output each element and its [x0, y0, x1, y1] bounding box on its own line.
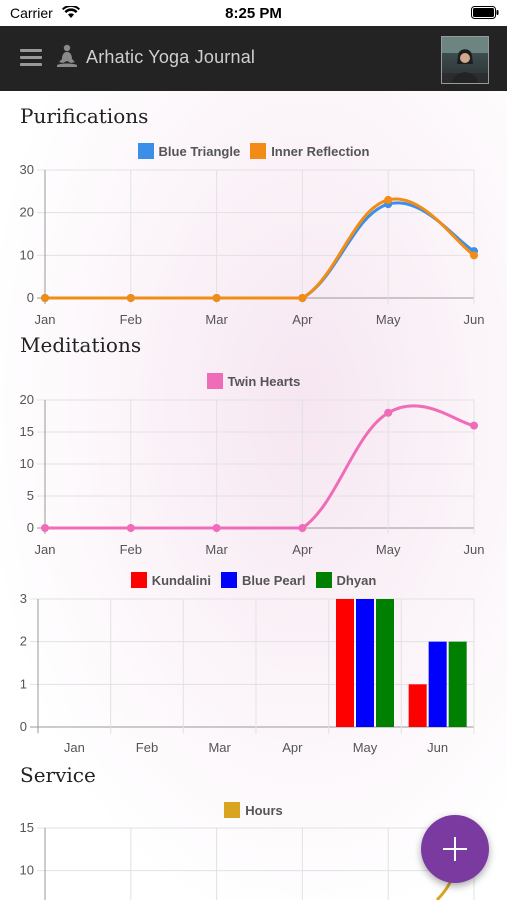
service-legend: Hours [0, 802, 507, 821]
y-tick-label: 2 [20, 634, 27, 649]
service-chart: 10 15 [20, 820, 475, 900]
legend-item[interactable]: Twin Hearts [206, 373, 301, 389]
y-tick-label: 0 [27, 290, 34, 305]
y-tick-label: 0 [20, 719, 27, 734]
add-entry-button[interactable] [421, 815, 489, 883]
x-tick-label: May [376, 312, 401, 327]
data-point [470, 421, 478, 430]
data-point [41, 524, 49, 532]
x-tick-label: Jun [427, 740, 448, 755]
y-tick-label: 30 [20, 162, 34, 177]
legend-swatch [224, 802, 241, 818]
app-header: Arhatic Yoga Journal [0, 26, 507, 91]
x-tick-label: May [376, 542, 401, 557]
meditations-legend: Twin Hearts [0, 373, 507, 392]
data-point [384, 408, 393, 417]
x-tick-label: Jan [35, 542, 56, 557]
data-point [212, 524, 221, 532]
battery-icon [471, 6, 499, 19]
legend-swatch [206, 373, 223, 389]
bar [336, 599, 354, 727]
y-tick-label: 5 [27, 488, 34, 503]
legend-item[interactable]: Blue Pearl [220, 572, 306, 588]
y-tick-label: 1 [20, 676, 27, 691]
legend-label: Blue Triangle [158, 143, 241, 159]
series-line [45, 201, 475, 300]
x-tick-label: Apr [292, 312, 313, 327]
x-tick-label: Jan [35, 312, 56, 327]
avatar-person-icon [442, 37, 488, 83]
meditating-figure-icon [57, 44, 77, 67]
clock: 8:25 PM [225, 5, 282, 22]
y-tick-label: 10 [20, 456, 34, 471]
y-tick-label: 15 [20, 820, 34, 835]
data-point [41, 294, 49, 302]
x-tick-label: Mar [205, 542, 228, 557]
y-tick-label: 20 [20, 392, 34, 407]
y-tick-label: 10 [20, 247, 34, 262]
legend-swatch [250, 143, 267, 159]
x-tick-label: Apr [282, 740, 303, 755]
legend-item[interactable]: Blue Triangle [137, 143, 241, 159]
legend-item[interactable]: Inner Reflection [250, 143, 369, 159]
legend-label: Hours [245, 802, 283, 818]
legend-label: Twin Hearts [227, 373, 301, 389]
x-tick-label: May [353, 740, 378, 755]
y-tick-label: 15 [20, 424, 34, 439]
y-tick-label: 0 [27, 520, 34, 535]
meditations-chart: 0 5 10 15 20 Jan Feb Mar Apr May Jun [20, 392, 485, 557]
legend-swatch [137, 143, 154, 159]
meditation-practices-legend: Kundalini Blue Pearl Dhyan [0, 572, 507, 591]
legend-swatch [130, 572, 147, 588]
legend-swatch [315, 572, 332, 588]
purifications-title: Purifications [20, 104, 149, 128]
data-point [470, 251, 478, 260]
x-tick-label: Jan [64, 740, 85, 755]
data-point [126, 294, 135, 302]
bar [448, 641, 467, 727]
series-line [45, 197, 475, 300]
wifi-icon [62, 6, 80, 18]
legend-item[interactable]: Dhyan [315, 572, 377, 588]
carrier-label: Carrier [10, 5, 53, 21]
data-point [212, 294, 221, 302]
purifications-chart: 0 10 20 30 Jan Feb Mar Apr May Jun [20, 162, 485, 327]
x-tick-label: Feb [120, 312, 142, 327]
app-title: Arhatic Yoga Journal [86, 47, 256, 67]
x-tick-label: Jun [464, 312, 485, 327]
legend-swatch [220, 572, 237, 588]
legend-label: Blue Pearl [241, 572, 306, 588]
service-title: Service [20, 763, 96, 787]
data-point [298, 524, 307, 532]
bar [356, 599, 374, 727]
meditation-practices-chart: 0 1 2 3 Jan Feb Mar Apr May Jun [20, 591, 475, 755]
x-tick-label: Feb [120, 542, 142, 557]
legend-label: Kundalini [151, 572, 211, 588]
legend-item[interactable]: Kundalini [130, 572, 211, 588]
y-tick-label: 20 [20, 205, 34, 220]
legend-label: Inner Reflection [271, 143, 370, 159]
x-tick-label: Mar [208, 740, 231, 755]
x-tick-label: Feb [136, 740, 158, 755]
status-bar: Carrier 8:25 PM [0, 0, 507, 26]
data-point [384, 195, 393, 204]
bar [408, 684, 427, 727]
y-tick-label: 10 [20, 863, 34, 878]
series-line [45, 404, 475, 530]
purifications-legend: Blue Triangle Inner Reflection [0, 143, 507, 162]
legend-item[interactable]: Hours [224, 802, 283, 818]
x-tick-label: Jun [464, 542, 485, 557]
bar [376, 599, 394, 727]
legend-label: Dhyan [336, 572, 377, 588]
meditations-title: Meditations [20, 333, 142, 357]
bar [428, 641, 447, 727]
data-point [298, 294, 307, 302]
data-point [126, 524, 135, 532]
x-tick-label: Mar [205, 312, 228, 327]
avatar[interactable] [441, 36, 489, 84]
x-tick-label: Apr [292, 542, 313, 557]
y-tick-label: 3 [20, 591, 27, 606]
hamburger-menu-icon[interactable] [20, 49, 42, 67]
